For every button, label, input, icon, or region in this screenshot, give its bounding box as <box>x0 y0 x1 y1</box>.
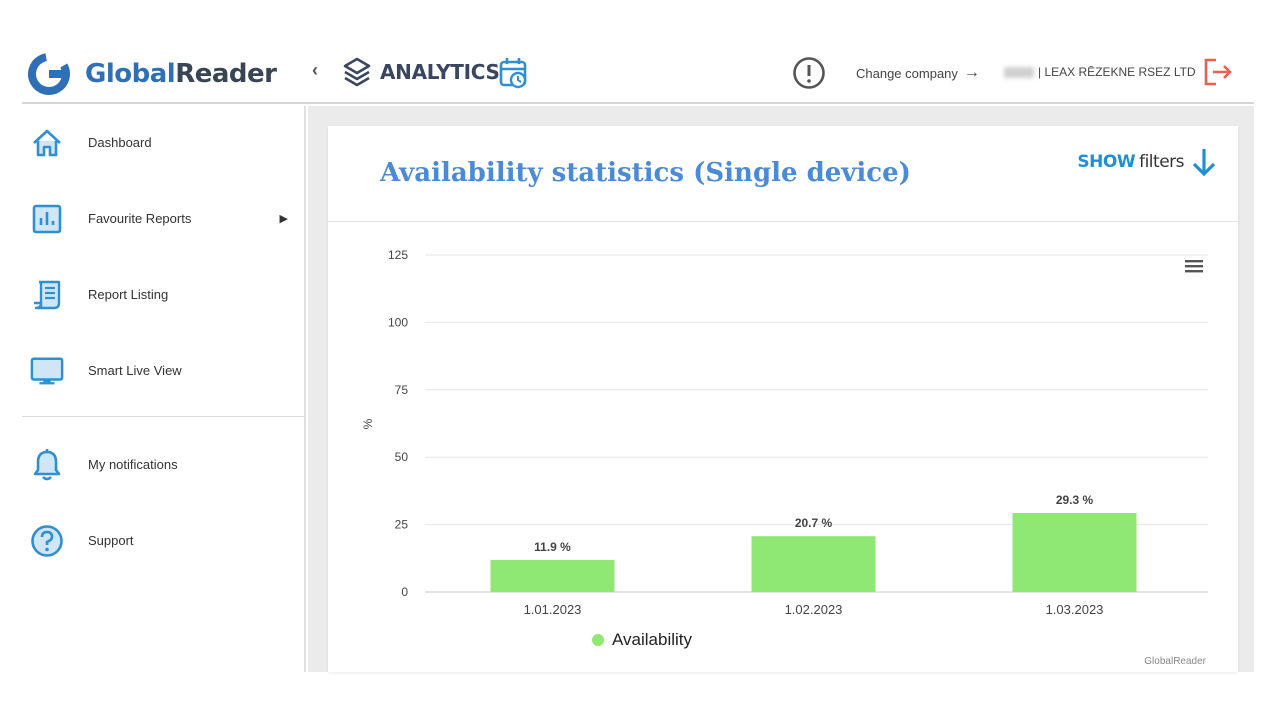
logout-icon[interactable] <box>1202 56 1234 88</box>
chart-credit: GlobalReader <box>1144 656 1206 667</box>
bell-icon <box>30 448 64 482</box>
home-icon <box>30 126 64 160</box>
calendar-clock-icon[interactable] <box>498 56 530 90</box>
sidebar-item-smart-live-view[interactable]: Smart Live View <box>22 346 306 394</box>
y-tick-label: 100 <box>388 315 408 329</box>
data-label: 29.3 % <box>1056 493 1094 507</box>
monitor-icon <box>30 354 64 388</box>
bar <box>1012 513 1137 592</box>
y-tick-label: 0 <box>401 585 408 599</box>
sidebar-item-label: Support <box>88 532 134 548</box>
sidebar-item-support[interactable]: Support <box>22 516 306 564</box>
user-company: | LEAX RĒZEKNE RSEZ LTD <box>1004 65 1196 79</box>
chart-menu-icon[interactable] <box>1184 258 1204 274</box>
y-tick-label: 75 <box>395 383 409 397</box>
x-tick-label: 1.02.2023 <box>785 602 843 617</box>
layers-icon <box>343 57 371 87</box>
legend-label: Availability <box>612 630 693 649</box>
logo-text: GlobalReader <box>85 59 277 89</box>
sidebar-divider <box>22 416 306 417</box>
sidebar-item-label: Smart Live View <box>88 362 182 378</box>
sidebar-item-my-notifications[interactable]: My notifications <box>22 440 306 488</box>
bar-chart-icon <box>30 202 64 236</box>
y-axis-label: % <box>361 418 375 429</box>
sidebar-item-label: My notifications <box>88 456 178 472</box>
bar <box>751 536 876 592</box>
change-company-link[interactable]: Change company → <box>856 64 980 82</box>
show-filters-button[interactable]: SHOW filters <box>1077 146 1218 178</box>
arrow-down-icon <box>1192 149 1216 177</box>
sidebar-item-label: Dashboard <box>88 134 152 150</box>
arrow-right-icon: → <box>963 64 980 81</box>
x-tick-label: 1.01.2023 <box>524 602 582 617</box>
report-card: Availability statistics (Single device) … <box>328 126 1238 672</box>
user-name-redacted <box>1004 66 1034 78</box>
card-header: Availability statistics (Single device) … <box>328 126 1238 222</box>
help-circle-icon <box>30 524 64 558</box>
show-filters-label-strong: SHOW <box>1077 152 1136 172</box>
bar <box>490 559 615 592</box>
alert-circle-icon[interactable] <box>792 56 826 90</box>
chevron-left-icon[interactable]: ‹ <box>312 60 318 80</box>
y-tick-label: 125 <box>388 248 408 262</box>
chart-legend-item[interactable]: Availability <box>592 630 692 650</box>
sidebar-item-favourite-reports[interactable]: Favourite Reports ▶ <box>22 194 306 242</box>
caret-right-icon: ▶ <box>279 212 288 225</box>
module-label: ANALYTICS <box>380 60 500 84</box>
report-list-icon <box>30 278 64 312</box>
page-title: Availability statistics (Single device) <box>380 158 911 188</box>
user-company-label: | LEAX RĒZEKNE RSEZ LTD <box>1038 65 1196 79</box>
y-tick-label: 50 <box>395 450 409 464</box>
y-tick-label: 25 <box>395 518 409 532</box>
sidebar-item-report-listing[interactable]: Report Listing <box>22 270 306 318</box>
data-label: 11.9 % <box>534 540 571 554</box>
change-company-label: Change company <box>856 65 958 81</box>
app-header: GlobalReader ‹ ANALYTICS Change company … <box>22 40 1254 104</box>
data-label: 20.7 % <box>795 516 833 530</box>
availability-chart: 0 25 50 75 100 125% 11.9 % 1.01.2023 20.7 % 1.02.… <box>361 248 1208 617</box>
globalreader-logo-icon <box>28 53 70 95</box>
sidebar: Dashboard Favourite Reports ▶ Report Lis… <box>22 106 306 672</box>
show-filters-label: filters <box>1139 152 1184 172</box>
analytics-module[interactable]: ANALYTICS <box>342 56 500 88</box>
sidebar-item-label: Report Listing <box>88 286 169 302</box>
legend-marker <box>592 634 604 646</box>
app-logo[interactable]: GlobalReader <box>27 52 277 96</box>
sidebar-item-label: Favourite Reports <box>88 210 192 226</box>
sidebar-item-dashboard[interactable]: Dashboard <box>22 118 306 166</box>
x-tick-label: 1.03.2023 <box>1046 602 1104 617</box>
